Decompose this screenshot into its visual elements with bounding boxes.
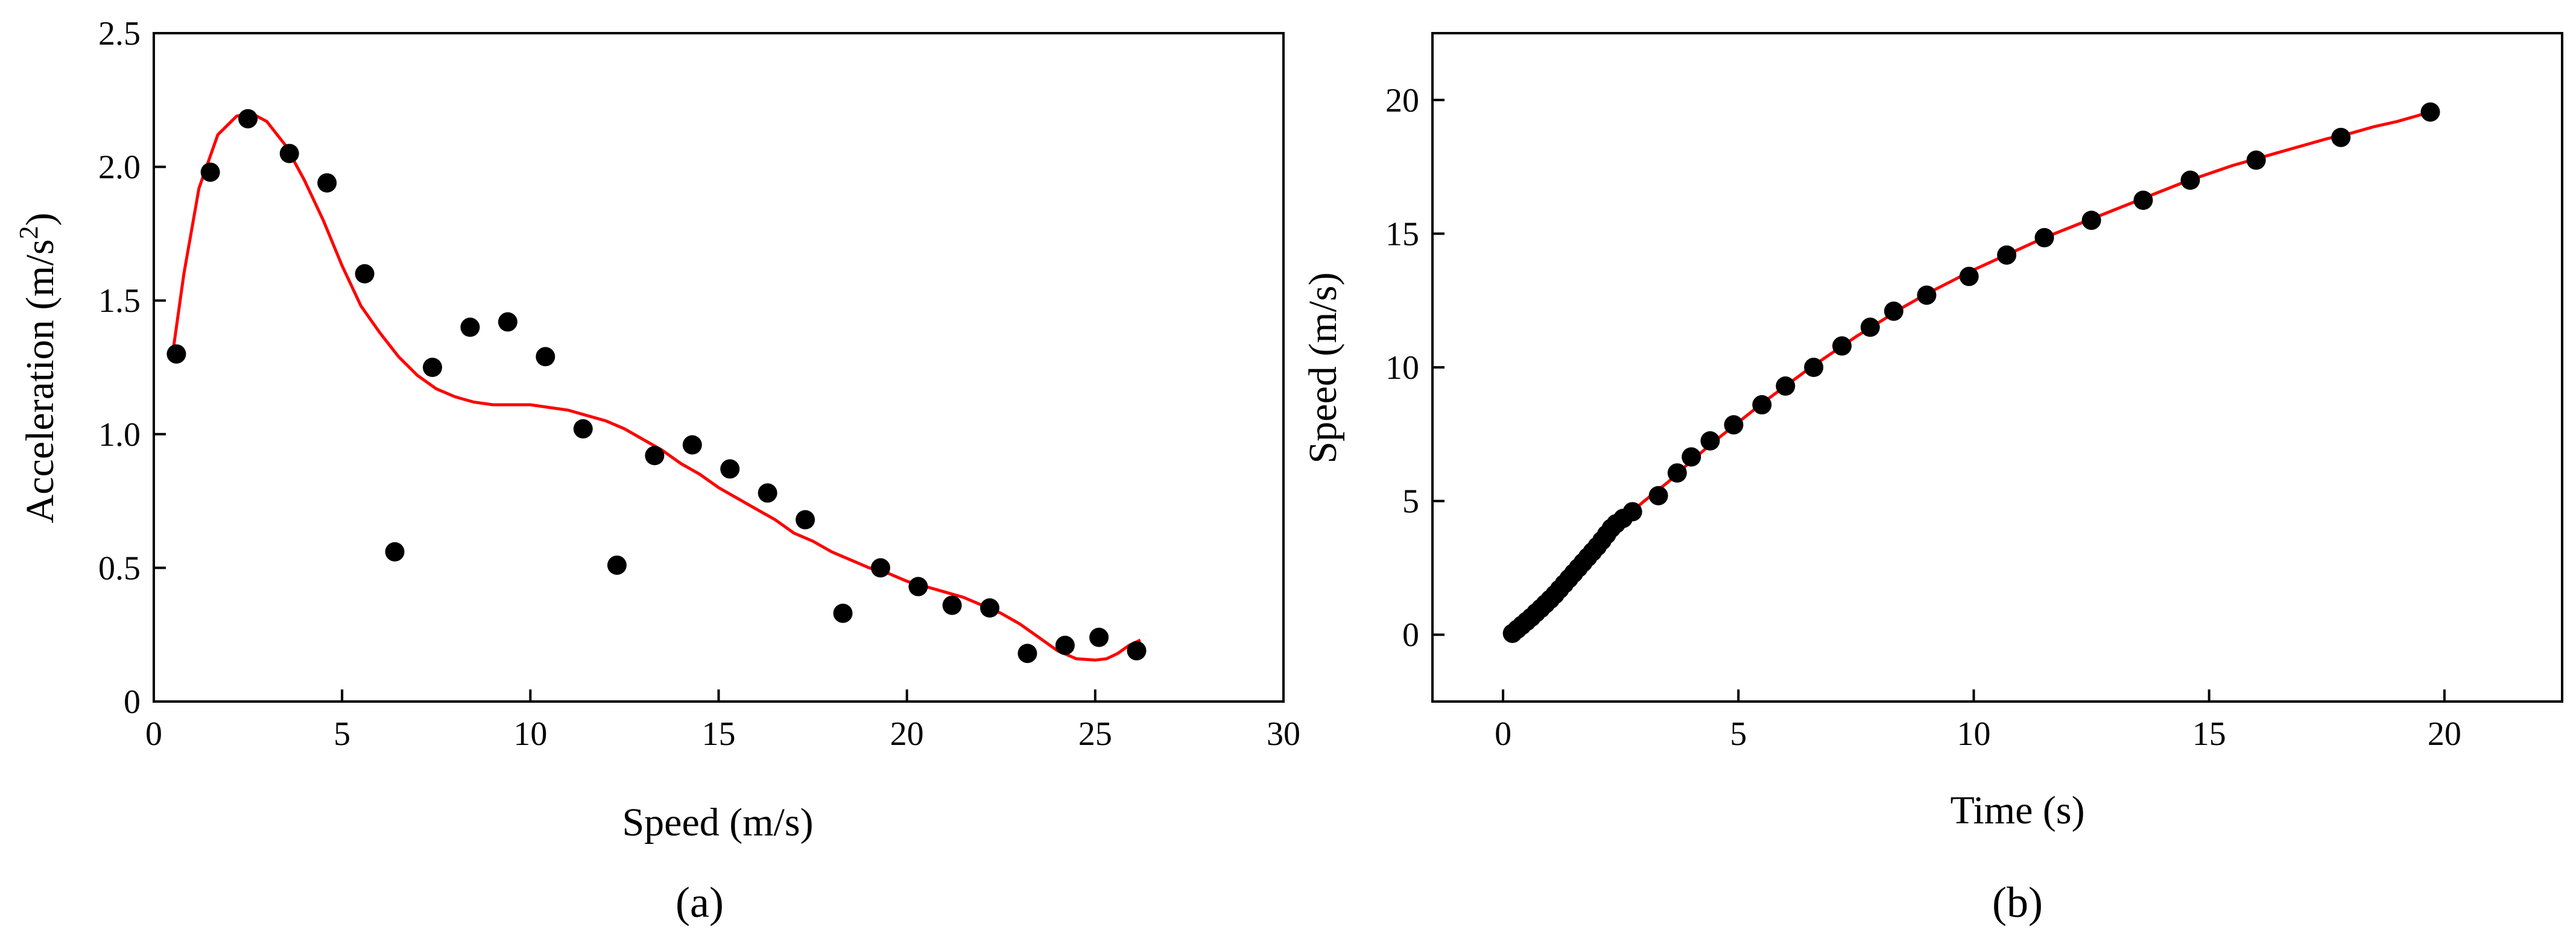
panel-a-x-tick-label: 15 — [702, 715, 736, 753]
panel-b-data-point — [1622, 502, 1642, 522]
panel-a-x-tick-label: 30 — [1267, 715, 1300, 753]
panel-a-data-point — [645, 446, 665, 466]
panel-b-data-point — [2246, 150, 2266, 170]
panel-b-data-point — [1724, 415, 1744, 435]
panel-b-data-point — [1648, 486, 1668, 505]
panel-b-y-tick-label: 0 — [1402, 616, 1419, 654]
panel-a-x-ticks: 0 5 10 15 20 25 30 — [145, 689, 1300, 753]
panel-b-y-ticks: 0 5 10 15 20 — [1385, 82, 1445, 654]
panel-a-x-tick-label: 20 — [890, 715, 924, 753]
panel-b-data-point — [1884, 301, 1904, 321]
panel-b-data-point — [2420, 102, 2440, 122]
panel-b-y-tick-label: 10 — [1385, 349, 1419, 387]
panel-a-data-point — [166, 344, 186, 364]
panel-a-data-point — [942, 595, 962, 615]
panel-a-y-axis-label-main: Acceleration (m/s — [18, 239, 62, 524]
panel-a-data-point — [385, 542, 405, 562]
panel-b-data-point — [2180, 170, 2200, 190]
panel-b-data-point — [1682, 447, 1701, 467]
panel-a-data-point — [833, 603, 853, 623]
panel-a-data-point — [200, 162, 220, 182]
panel-a-data-point — [1089, 627, 1109, 647]
panel-a-y-axis-label: Acceleration (m/s2) — [14, 213, 62, 524]
panel-b-y-axis-label: Speed (m/s) — [1301, 272, 1345, 463]
panel-a-y-tick-label: 1.0 — [98, 416, 141, 454]
panel-a-x-tick-label: 25 — [1078, 715, 1112, 753]
panel-b: 0 5 10 15 20 0 5 10 15 20 Time (s) Speed (m/s) (… — [1301, 32, 2563, 927]
panel-b-y-tick-label: 5 — [1402, 483, 1419, 521]
panel-a-data-point — [796, 510, 815, 530]
panel-a-data-point — [870, 558, 890, 578]
panel-b-x-ticks: 0 5 10 15 20 — [1495, 689, 2461, 753]
panel-a-data-point — [498, 312, 517, 332]
panel-b-x-axis-label: Time (s) — [1950, 788, 2084, 832]
panel-a-caption: (a) — [676, 878, 724, 927]
panel-b-caption: (b) — [1992, 878, 2043, 927]
panel-b-data-point — [1832, 336, 1852, 356]
panel-b-x-tick-label: 20 — [2428, 715, 2461, 753]
panel-b-x-tick-label: 10 — [1957, 715, 1990, 753]
panel-b-x-tick-label: 15 — [2192, 715, 2226, 753]
panel-a-data-point — [423, 358, 443, 377]
panel-a-y-tick-label: 2.5 — [98, 15, 141, 52]
panel-a-fit-line — [171, 112, 1141, 662]
panel-b-fit-line — [1511, 109, 2435, 636]
panel-a-data-point — [682, 435, 702, 455]
panel-a-data-point — [1055, 635, 1075, 655]
panel-b-data-point — [2081, 211, 2101, 230]
panel-a-data-point — [720, 459, 740, 479]
panel-a-frame — [153, 32, 1285, 703]
panel-b-data-point — [1700, 431, 1720, 451]
panel-a-data-point — [536, 347, 555, 367]
panel-a-data-point — [908, 577, 928, 597]
panel-a-y-axis-label-end: ) — [18, 213, 62, 226]
panel-a-data-point — [607, 555, 627, 575]
panel-b-data-point — [1776, 376, 1796, 396]
panel-b-y-tick-label: 15 — [1385, 215, 1419, 253]
panel-a-y-ticks: 0 0.5 1.0 1.5 2.0 2.5 — [98, 15, 166, 721]
panel-a-x-tick-label: 5 — [334, 715, 350, 753]
panel-a-data-point — [279, 144, 299, 163]
panel-a-data-point — [355, 264, 375, 284]
panel-b-data-point — [1917, 285, 1937, 305]
panel-a-y-tick-label: 0.5 — [98, 550, 141, 587]
panel-a-y-axis-label-sup: 2 — [14, 226, 43, 239]
panel-b-y-tick-label: 20 — [1385, 82, 1419, 119]
panel-b-data-point — [1752, 395, 1772, 415]
panel-a-data-point — [460, 317, 480, 337]
panel-a-x-tick-label: 10 — [513, 715, 547, 753]
panel-b-data-point — [2331, 127, 2351, 147]
panel-b-frame — [1431, 32, 2563, 703]
panel-a-data-point — [317, 173, 337, 193]
panel-b-data-point — [2133, 191, 2153, 210]
panel-a-y-tick-label: 2.0 — [98, 149, 141, 186]
panel-b-x-tick-label: 5 — [1730, 715, 1747, 753]
panel-b-data-point — [1804, 358, 1824, 377]
panel-b-data-point — [1997, 245, 2017, 265]
panel-a-y-tick-label: 1.5 — [98, 282, 141, 320]
panel-a-data-point — [1127, 641, 1147, 661]
panel-a-x-axis-label: Speed (m/s) — [622, 800, 813, 844]
panel-a-data-point — [980, 598, 1000, 618]
panel-a-data-point — [573, 419, 593, 439]
panel-b-data-point — [1860, 317, 1880, 337]
panel-a-points — [166, 109, 1147, 664]
panel-a-data-point — [758, 483, 777, 503]
panel-a-data-point — [238, 109, 258, 128]
panel-b-points — [1502, 102, 2440, 643]
panel-b-data-point — [1959, 267, 1979, 287]
panel-b-data-point — [2034, 228, 2054, 248]
panel-b-x-tick-label: 0 — [1495, 715, 1511, 753]
panel-a-data-point — [1017, 644, 1037, 664]
panel-a-x-tick-label: 0 — [145, 715, 162, 753]
panel-a-y-tick-label: 0 — [124, 683, 141, 721]
panel-a: 0 5 10 15 20 25 30 0 0.5 1.0 1.5 2.0 2.5 Speed (m/s… — [14, 15, 1300, 927]
panel-b-data-point — [1667, 463, 1687, 483]
